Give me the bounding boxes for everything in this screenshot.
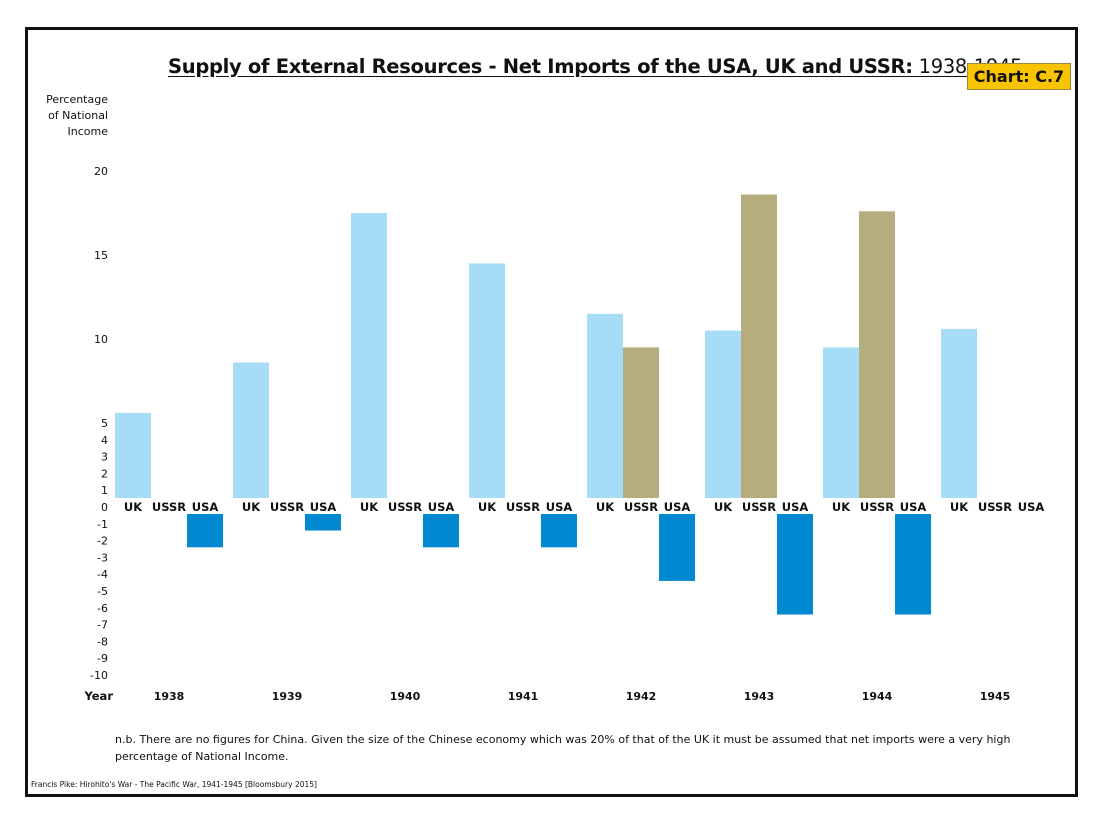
bar-usa-1938 bbox=[187, 514, 223, 548]
x-tick-label: 1938 bbox=[154, 690, 185, 703]
chart-frame bbox=[25, 27, 1078, 797]
y-tick-label: -10 bbox=[90, 669, 108, 682]
series-label-ussr: USSR bbox=[978, 500, 1012, 514]
y-tick-label: -8 bbox=[97, 635, 108, 648]
bar-usa-1939 bbox=[305, 514, 341, 531]
bar-usa-1943 bbox=[777, 514, 813, 615]
y-tick-label: 2 bbox=[101, 467, 108, 480]
series-label-uk: UK bbox=[242, 500, 261, 514]
y-tick-label: 15 bbox=[94, 249, 108, 262]
series-label-uk: UK bbox=[596, 500, 615, 514]
series-label-uk: UK bbox=[124, 500, 143, 514]
x-tick-label: 1942 bbox=[626, 690, 657, 703]
series-label-uk: UK bbox=[832, 500, 851, 514]
x-tick-label: 1945 bbox=[980, 690, 1011, 703]
series-label-uk: UK bbox=[714, 500, 733, 514]
y-tick-label: -9 bbox=[97, 652, 108, 665]
series-label-usa: USA bbox=[192, 500, 219, 514]
y-tick-label: 0 bbox=[101, 501, 108, 514]
x-tick-label: 1944 bbox=[862, 690, 893, 703]
chart-id-badge: Chart: C.7 bbox=[967, 63, 1071, 90]
bar-uk-1941 bbox=[469, 263, 505, 498]
series-label-usa: USA bbox=[664, 500, 691, 514]
series-label-usa: USA bbox=[546, 500, 573, 514]
y-axis-title: Percentage of National Income bbox=[35, 92, 108, 140]
y-tick-label: 5 bbox=[101, 417, 108, 430]
y-axis-title-line: Percentage bbox=[46, 93, 108, 106]
bar-uk-1943 bbox=[705, 330, 741, 498]
y-tick-label: 3 bbox=[101, 451, 108, 464]
bar-uk-1944 bbox=[823, 347, 859, 498]
series-label-usa: USA bbox=[900, 500, 927, 514]
series-label-usa: USA bbox=[1018, 500, 1045, 514]
y-tick-label: -6 bbox=[97, 602, 108, 615]
series-label-ussr: USSR bbox=[506, 500, 540, 514]
y-tick-label: -7 bbox=[97, 619, 108, 632]
series-label-ussr: USSR bbox=[742, 500, 776, 514]
series-label-ussr: USSR bbox=[860, 500, 894, 514]
y-axis-title-line: of National bbox=[48, 109, 108, 122]
bar-ussr-1942 bbox=[623, 347, 659, 498]
y-tick-label: -2 bbox=[97, 535, 108, 548]
x-tick-label: 1943 bbox=[744, 690, 775, 703]
series-label-ussr: USSR bbox=[624, 500, 658, 514]
x-tick-label: 1940 bbox=[390, 690, 421, 703]
y-tick-label: 20 bbox=[94, 165, 108, 178]
x-axis-title: Year bbox=[83, 689, 113, 703]
series-label-usa: USA bbox=[782, 500, 809, 514]
bar-uk-1942 bbox=[587, 313, 623, 498]
bar-ussr-1943 bbox=[741, 194, 777, 498]
y-tick-label: 10 bbox=[94, 333, 108, 346]
y-tick-label: 4 bbox=[101, 434, 108, 447]
series-label-ussr: USSR bbox=[388, 500, 422, 514]
y-tick-label: -3 bbox=[97, 551, 108, 564]
y-tick-label: -5 bbox=[97, 585, 108, 598]
footnote: n.b. There are no figures for China. Giv… bbox=[115, 733, 1011, 763]
series-label-uk: UK bbox=[950, 500, 969, 514]
bar-uk-1938 bbox=[115, 412, 151, 498]
y-tick-label: 1 bbox=[101, 484, 108, 497]
series-label-uk: UK bbox=[360, 500, 379, 514]
bar-usa-1944 bbox=[895, 514, 931, 615]
source-citation: Francis Pike: Hirohito's War - The Pacif… bbox=[31, 780, 317, 789]
bar-usa-1942 bbox=[659, 514, 695, 581]
bar-uk-1940 bbox=[351, 213, 387, 498]
x-tick-label: 1939 bbox=[272, 690, 303, 703]
title-main: Supply of External Resources - Net Impor… bbox=[168, 55, 913, 78]
bar-uk-1945 bbox=[941, 328, 977, 498]
series-label-ussr: USSR bbox=[152, 500, 186, 514]
bar-usa-1941 bbox=[541, 514, 577, 548]
x-tick-label: 1941 bbox=[508, 690, 539, 703]
bar-uk-1939 bbox=[233, 362, 269, 498]
y-axis-title-line: Income bbox=[67, 125, 108, 138]
bar-usa-1940 bbox=[423, 514, 459, 548]
series-label-usa: USA bbox=[310, 500, 337, 514]
y-tick-label: -4 bbox=[97, 568, 108, 581]
y-tick-label: -1 bbox=[97, 518, 108, 531]
series-label-uk: UK bbox=[478, 500, 497, 514]
series-label-usa: USA bbox=[428, 500, 455, 514]
bar-ussr-1944 bbox=[859, 211, 895, 498]
series-label-ussr: USSR bbox=[270, 500, 304, 514]
